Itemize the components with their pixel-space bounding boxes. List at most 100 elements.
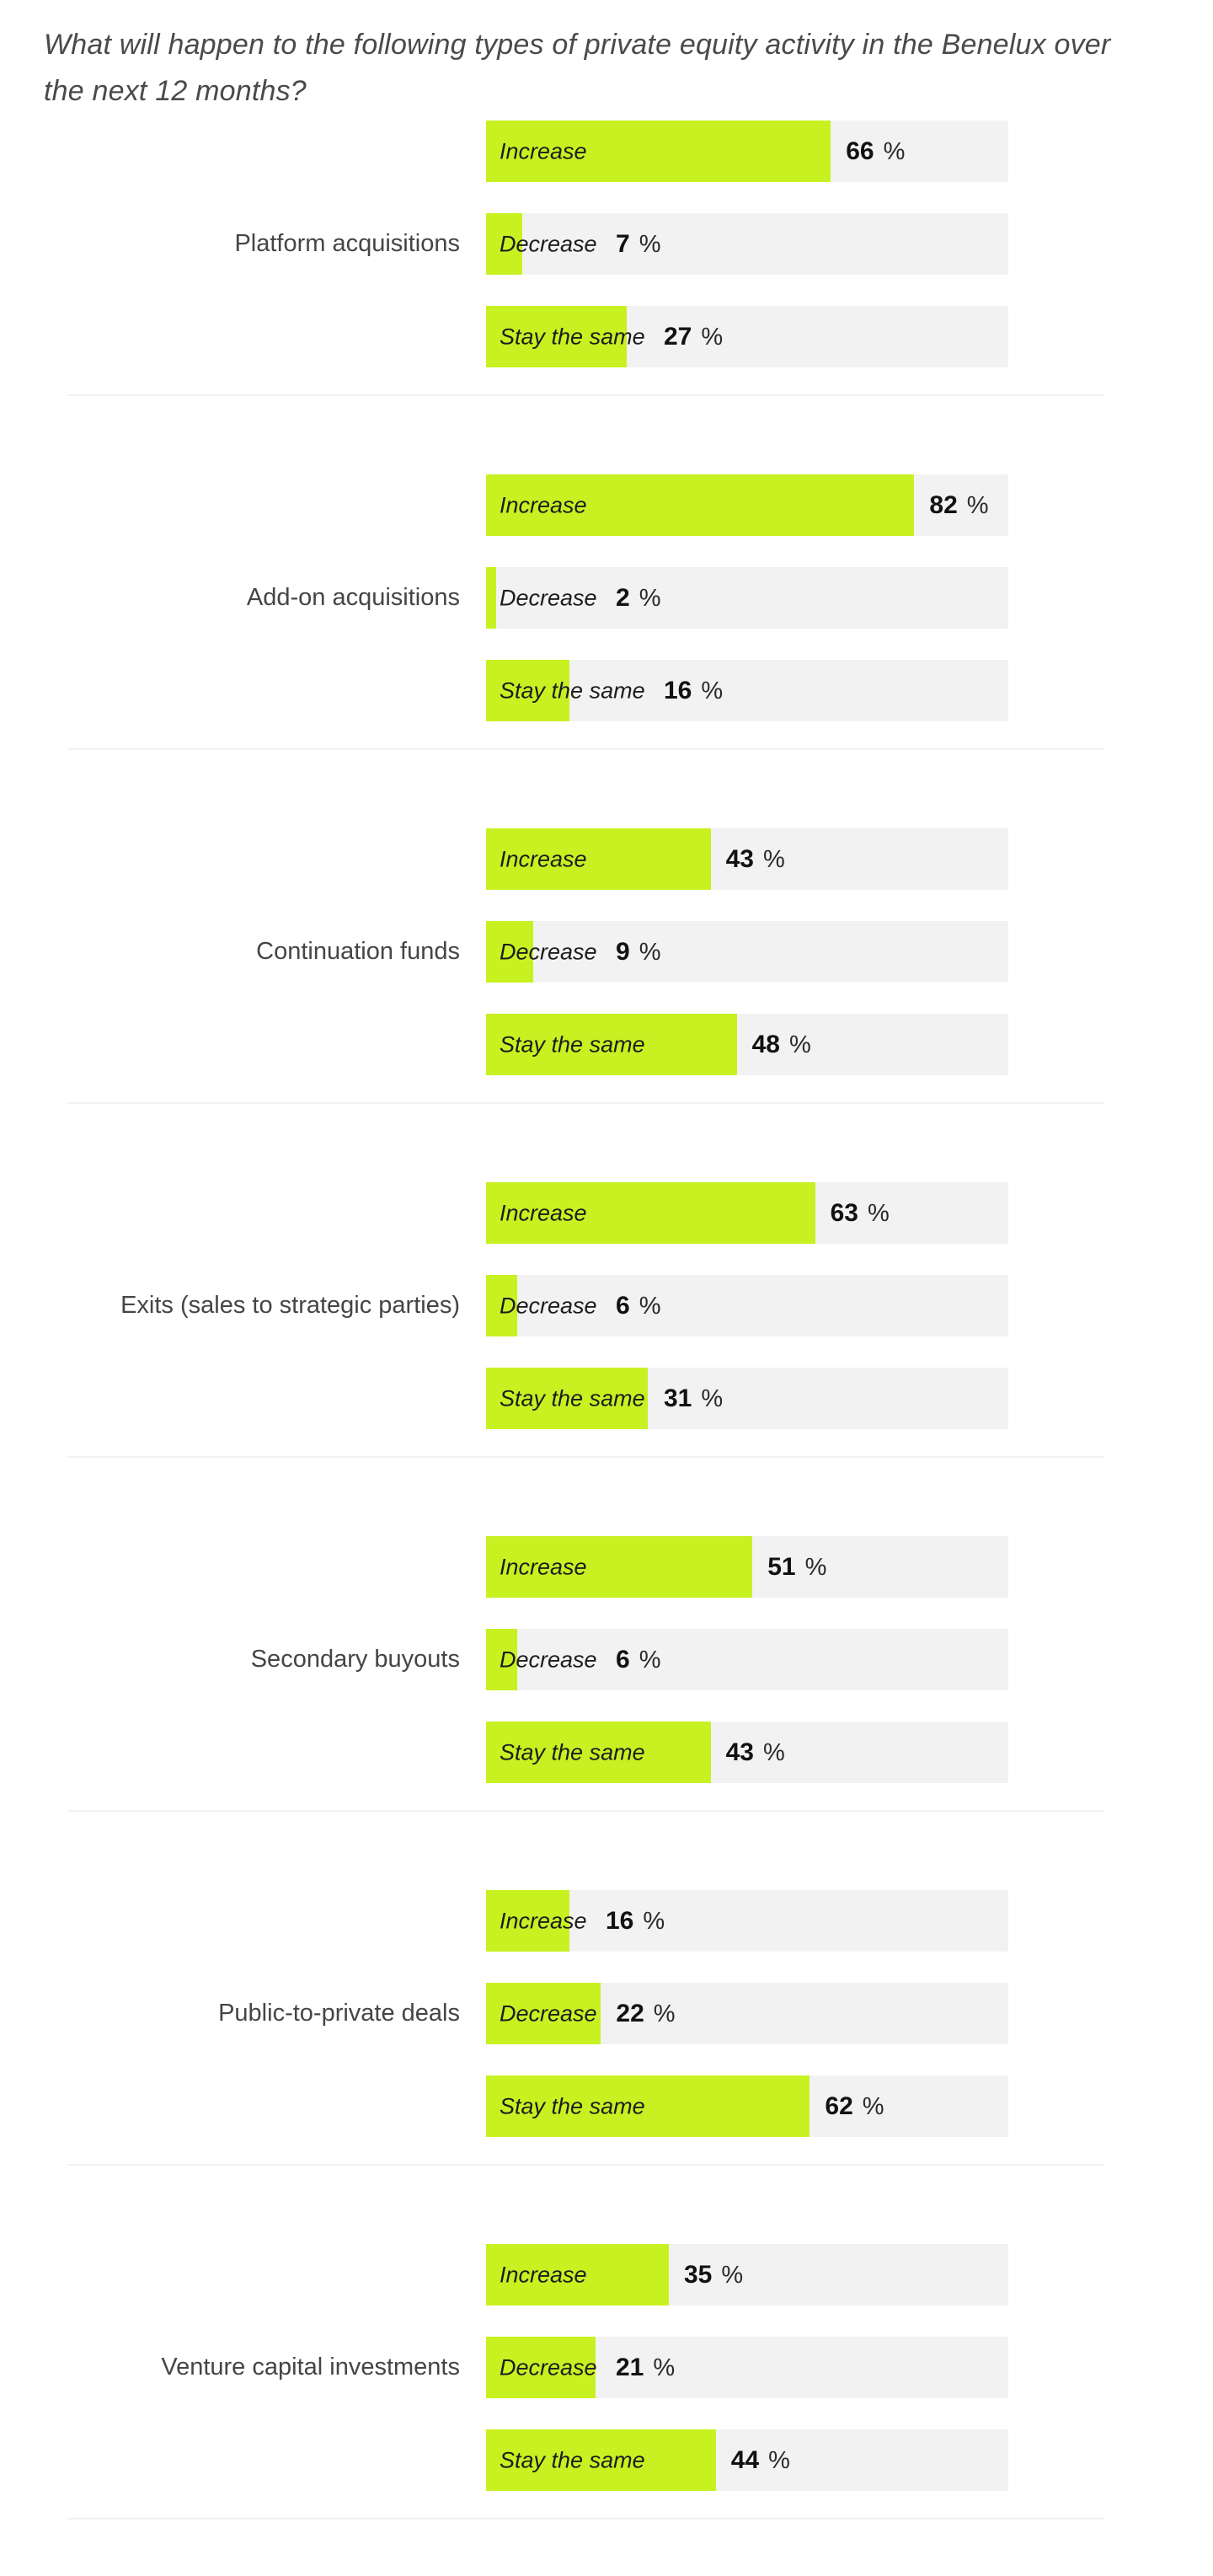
bar-value: 51% bbox=[767, 1553, 826, 1582]
bar-value-unit: % bbox=[883, 137, 906, 165]
category-label: Venture capital investments bbox=[161, 2354, 460, 2381]
category-group: Add-on acquisitions Increase 82% Decrease 2%… bbox=[0, 474, 1213, 769]
bar-value: 62% bbox=[825, 2092, 884, 2121]
bar-value-number: 16 bbox=[664, 676, 692, 704]
bar-value-unit: % bbox=[639, 938, 661, 966]
bar-option-label: Decrease bbox=[500, 1293, 597, 1318]
bar-row: Stay the same 44% bbox=[486, 2429, 1008, 2491]
category-group: Platform acquisitions Increase 66% Decrease… bbox=[0, 120, 1213, 415]
category-group: Public-to-private deals Increase 16% Decrea… bbox=[0, 1890, 1213, 2185]
bar-row: Stay the same 48% bbox=[486, 1014, 1008, 1075]
bar-fill bbox=[486, 213, 523, 275]
bar-fill bbox=[486, 1182, 815, 1244]
bar-value-unit: % bbox=[643, 1907, 665, 1935]
bar-value: 16% bbox=[606, 1907, 665, 1936]
bar-row: Decrease 9% bbox=[486, 921, 1008, 983]
bar-value-number: 82 bbox=[929, 490, 958, 519]
bar-option-label: Stay the same bbox=[500, 2447, 645, 2472]
bar-value-unit: % bbox=[862, 2092, 884, 2120]
bar-option-label: Increase bbox=[500, 846, 587, 871]
bar-value-unit: % bbox=[804, 1553, 827, 1581]
bar-value-unit: % bbox=[639, 1646, 661, 1674]
bar-value-unit: % bbox=[653, 2000, 676, 2027]
chart-title-line-1: What will happen to the following types … bbox=[44, 29, 1111, 61]
bar-value-unit: % bbox=[788, 1031, 811, 1058]
bar-option-label: Stay the same bbox=[500, 2093, 645, 2118]
category-group: Continuation funds Increase 43% Decrease 9% S… bbox=[0, 828, 1213, 1123]
bar-value-number: 66 bbox=[846, 137, 874, 165]
bar-option-label: Decrease bbox=[500, 2000, 597, 2026]
bar-option-label: Stay the same bbox=[500, 324, 645, 349]
category-group: Exits (sales to strategic parties) Increa… bbox=[0, 1182, 1213, 1477]
bar-fill bbox=[486, 306, 628, 367]
bar-value: 31% bbox=[664, 1384, 723, 1413]
bar-row: Decrease 6% bbox=[486, 1629, 1008, 1690]
bar-value-unit: % bbox=[701, 323, 724, 351]
bar-value-number: 48 bbox=[751, 1030, 780, 1058]
bar-option-label: Decrease bbox=[500, 585, 597, 610]
bar-row: Increase 82% bbox=[486, 474, 1008, 536]
bar-value-number: 63 bbox=[830, 1198, 858, 1227]
bar-row: Increase 16% bbox=[486, 1890, 1008, 1952]
bar-fill bbox=[486, 1722, 711, 1783]
bar-value: 43% bbox=[726, 845, 785, 874]
bar-value-number: 51 bbox=[767, 1552, 796, 1581]
bar-option-label: Increase bbox=[500, 492, 587, 517]
bar-value: 43% bbox=[726, 1738, 785, 1767]
bar-value: 9% bbox=[616, 938, 660, 967]
bar-fill bbox=[486, 1890, 570, 1952]
bar-fill bbox=[486, 2337, 596, 2398]
category-label: Secondary buyouts bbox=[250, 1646, 460, 1673]
bar-value-number: 62 bbox=[825, 2091, 853, 2120]
bar-value: 6% bbox=[616, 1292, 660, 1320]
bar-row: Stay the same 27% bbox=[486, 306, 1008, 367]
bar-row: Increase 51% bbox=[486, 1536, 1008, 1598]
bar-row: Stay the same 43% bbox=[486, 1722, 1008, 1783]
bar-option-label: Increase bbox=[500, 2262, 587, 2287]
group-divider bbox=[67, 1810, 1104, 1812]
bar-option-label: Stay the same bbox=[500, 1385, 645, 1411]
bar-value-number: 31 bbox=[664, 1384, 692, 1412]
bar-value: 6% bbox=[616, 1646, 660, 1674]
bar-fill bbox=[486, 1368, 649, 1429]
bar-row: Stay the same 62% bbox=[486, 2075, 1008, 2137]
bar-fill bbox=[486, 474, 915, 536]
bar-value-number: 9 bbox=[616, 937, 630, 966]
bar-row: Stay the same 31% bbox=[486, 1368, 1008, 1429]
bar-value-number: 44 bbox=[730, 2445, 760, 2474]
bar-value-unit: % bbox=[966, 491, 989, 519]
group-divider bbox=[67, 1102, 1104, 1104]
group-divider bbox=[67, 1456, 1104, 1458]
bar-value: 35% bbox=[684, 2261, 743, 2289]
bar-option-label: Increase bbox=[500, 1908, 587, 1933]
bar-value-unit: % bbox=[762, 1738, 785, 1766]
bar-option-label: Increase bbox=[500, 1554, 587, 1579]
bar-fill bbox=[486, 660, 570, 721]
bar-fill bbox=[486, 2429, 716, 2491]
bar-value-number: 16 bbox=[606, 1906, 634, 1935]
bar-value-number: 35 bbox=[684, 2260, 713, 2289]
bar-value-unit: % bbox=[867, 1199, 890, 1227]
bar-value-unit: % bbox=[721, 2261, 744, 2289]
chart-title-line-2: the next 12 months? bbox=[44, 75, 307, 107]
bar-fill bbox=[486, 921, 533, 983]
bar-value-unit: % bbox=[701, 1384, 724, 1412]
bar-value: 63% bbox=[831, 1199, 890, 1228]
bar-option-label: Increase bbox=[500, 138, 587, 163]
bar-value-number: 21 bbox=[616, 2353, 644, 2381]
bar-value: 21% bbox=[616, 2354, 675, 2382]
bar-value: 16% bbox=[664, 677, 723, 705]
bar-value: 82% bbox=[929, 491, 988, 520]
category-group: Secondary buyouts Increase 51% Decrease 6% St… bbox=[0, 1536, 1213, 1831]
bar-value-number: 6 bbox=[616, 1645, 630, 1674]
bar-option-label: Decrease bbox=[500, 2354, 597, 2380]
bar-row: Increase 63% bbox=[486, 1182, 1008, 1244]
category-label: Add-on acquisitions bbox=[246, 584, 460, 611]
bar-value-number: 43 bbox=[725, 1738, 754, 1766]
bar-row: Decrease 2% bbox=[486, 567, 1008, 629]
bar-value: 7% bbox=[616, 230, 660, 259]
bar-fill bbox=[486, 1014, 737, 1075]
bar-fill bbox=[486, 1275, 518, 1336]
bar-row: Increase 43% bbox=[486, 828, 1008, 890]
